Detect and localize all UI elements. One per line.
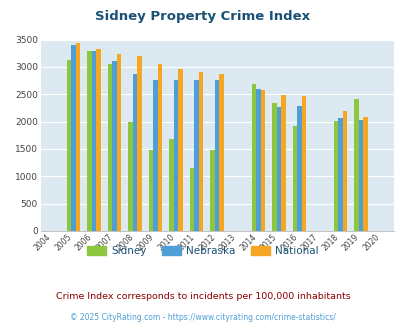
Bar xyxy=(280,95,285,231)
Bar xyxy=(342,111,346,231)
Bar xyxy=(178,69,183,231)
Bar xyxy=(256,89,260,231)
Text: © 2025 CityRating.com - https://www.cityrating.com/crime-statistics/: © 2025 CityRating.com - https://www.city… xyxy=(70,313,335,322)
Bar xyxy=(117,54,121,231)
Bar xyxy=(75,44,80,231)
Bar xyxy=(276,107,280,231)
Bar xyxy=(149,150,153,231)
Bar xyxy=(214,80,219,231)
Legend: Sidney, Nebraska, National: Sidney, Nebraska, National xyxy=(83,242,322,260)
Bar xyxy=(169,139,173,231)
Bar xyxy=(210,150,214,231)
Bar xyxy=(362,117,367,231)
Bar xyxy=(296,106,301,231)
Bar xyxy=(271,103,276,231)
Text: Sidney Property Crime Index: Sidney Property Crime Index xyxy=(95,10,310,23)
Bar xyxy=(66,60,71,231)
Bar xyxy=(132,74,137,231)
Bar xyxy=(158,64,162,231)
Bar xyxy=(301,96,305,231)
Bar xyxy=(333,121,337,231)
Bar xyxy=(251,84,256,231)
Bar xyxy=(107,64,112,231)
Bar xyxy=(112,61,117,231)
Bar xyxy=(153,80,158,231)
Bar xyxy=(194,80,198,231)
Bar xyxy=(137,56,141,231)
Bar xyxy=(219,74,224,231)
Bar xyxy=(292,126,296,231)
Bar xyxy=(260,90,264,231)
Bar xyxy=(353,99,358,231)
Bar xyxy=(87,50,92,231)
Bar xyxy=(173,80,178,231)
Bar xyxy=(190,168,194,231)
Bar xyxy=(337,118,342,231)
Bar xyxy=(198,72,203,231)
Bar xyxy=(96,50,100,231)
Text: Crime Index corresponds to incidents per 100,000 inhabitants: Crime Index corresponds to incidents per… xyxy=(55,292,350,301)
Bar xyxy=(92,50,96,231)
Bar xyxy=(71,45,75,231)
Bar xyxy=(358,120,362,231)
Bar xyxy=(128,122,132,231)
